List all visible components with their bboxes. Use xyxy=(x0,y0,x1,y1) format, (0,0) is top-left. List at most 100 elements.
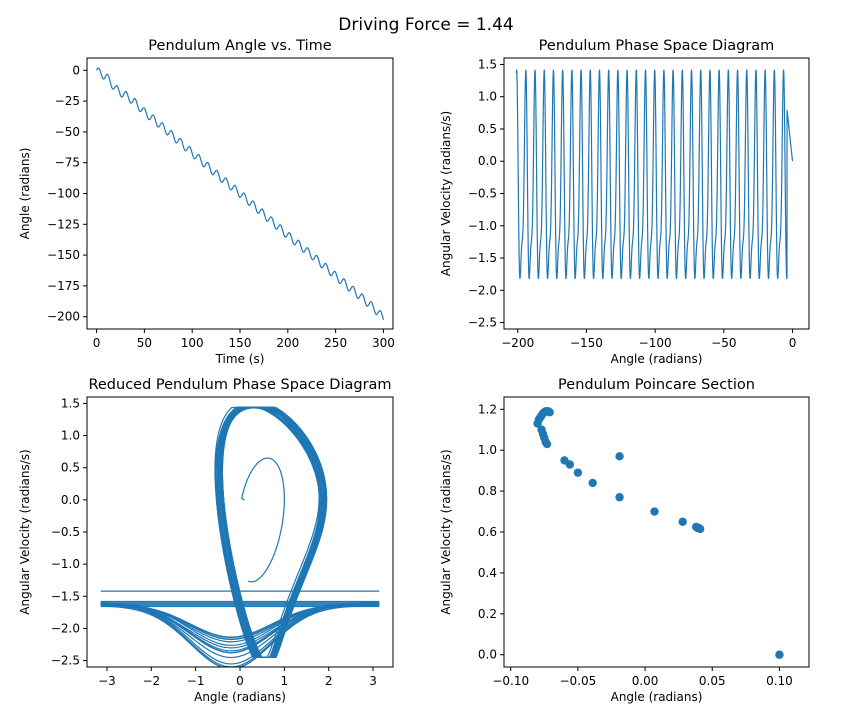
reduced-phase-ylabel: Angular Velocity (radians/s) xyxy=(18,449,32,614)
poincare-point xyxy=(588,478,597,488)
y-tick-label: 1.0 xyxy=(478,443,497,457)
y-tick-label: −100 xyxy=(47,187,80,201)
y-tick-label: −150 xyxy=(47,248,80,262)
y-tick-label: 0.8 xyxy=(478,484,497,498)
y-tick-label: −1.0 xyxy=(468,219,497,233)
y-tick-label: −75 xyxy=(55,156,80,170)
reduced-phase-space-panel: −3 −2 −1 0 1 2 3 1.5 1.0 0.5 0.0 −0.5 −1.0 −1.5 −2.0 −2… xyxy=(18,377,394,704)
reduced-phase-arc xyxy=(100,604,380,659)
angle-time-data-area xyxy=(96,67,385,320)
poincare-point xyxy=(615,493,624,502)
angle-time-ylabel: Angle (radians) xyxy=(18,148,32,240)
y-tick-label: −2.0 xyxy=(51,621,80,635)
reduced-phase-arc xyxy=(100,603,380,639)
x-tick-label: −200 xyxy=(501,336,534,350)
y-tick-label: −0.5 xyxy=(51,525,80,539)
poincare-point xyxy=(695,524,705,534)
x-tick-label: −1 xyxy=(187,674,205,688)
phase-xlabel: Angle (radians) xyxy=(611,352,703,366)
angle-time-xlabel: Time (s) xyxy=(215,352,265,366)
y-tick-label: 1.5 xyxy=(61,396,80,410)
x-tick-label: 200 xyxy=(276,336,299,350)
poincare-point xyxy=(650,507,659,516)
y-tick-label: 0.0 xyxy=(478,154,497,168)
y-tick-label: −1.0 xyxy=(51,557,80,571)
x-tick-label: 1 xyxy=(281,674,289,688)
reduced-phase-axes-frame xyxy=(86,396,394,668)
reduced-phase-xlabel: Angle (radians) xyxy=(194,690,286,704)
x-tick-label: −2 xyxy=(142,674,160,688)
y-tick-label: −2.5 xyxy=(51,654,80,668)
x-tick-label: −0.10 xyxy=(492,674,529,688)
reduced-phase-loop xyxy=(217,406,324,658)
y-tick-label: −200 xyxy=(47,310,80,324)
x-tick-label: 0 xyxy=(789,336,797,350)
reduced-phase-loop xyxy=(219,406,326,658)
y-tick-label: 1.5 xyxy=(478,57,497,71)
x-tick-label: 300 xyxy=(372,336,395,350)
y-tick-label: 1.0 xyxy=(478,90,497,104)
poincare-title: Pendulum Poincare Section xyxy=(558,377,755,393)
reduced-phase-transient-line xyxy=(241,457,285,583)
y-tick-label: −1.5 xyxy=(468,251,497,265)
y-tick-label: 0.0 xyxy=(61,493,80,507)
poincare-section-panel: −0.10 −0.05 0.00 0.05 0.10 0.0 0.2 0.4 0.6 0.8 1.0… xyxy=(439,377,810,704)
poincare-point xyxy=(565,460,575,469)
poincare-point xyxy=(678,517,687,526)
y-tick-label: −2.0 xyxy=(468,283,497,297)
x-tick-label: 50 xyxy=(137,336,152,350)
y-tick-label: −0.5 xyxy=(468,187,497,201)
y-tick-label: −25 xyxy=(55,94,80,108)
poincare-xlabel: Angle (radians) xyxy=(611,690,703,704)
y-tick-label: −125 xyxy=(47,217,80,231)
x-tick-label: 0.00 xyxy=(632,674,659,688)
y-tick-label: 0.0 xyxy=(478,648,497,662)
angle-time-title: Pendulum Angle vs. Time xyxy=(148,38,331,54)
x-tick-label: 100 xyxy=(181,336,204,350)
y-tick-label: 0.5 xyxy=(61,461,80,475)
poincare-point xyxy=(615,452,624,461)
y-tick-label: 0.4 xyxy=(478,566,497,580)
x-tick-label: 150 xyxy=(229,336,252,350)
phase-data-area xyxy=(515,69,794,280)
y-tick-label: 0.5 xyxy=(478,122,497,136)
x-tick-label: 0 xyxy=(93,336,101,350)
x-tick-label: 0 xyxy=(236,674,244,688)
poincare-point xyxy=(775,650,784,659)
poincare-axes-frame xyxy=(503,396,810,668)
x-tick-label: 250 xyxy=(324,336,347,350)
reduced-phase-title: Reduced Pendulum Phase Space Diagram xyxy=(88,377,391,393)
phase-ylabel: Angular Velocity (radians/s) xyxy=(439,111,453,276)
x-tick-label: −150 xyxy=(570,336,603,350)
x-tick-label: −3 xyxy=(98,674,116,688)
angle-vs-time-panel: 0 50 100 150 200 250 300 0 −25 −50 −75 −100 −125 −150… xyxy=(18,38,395,366)
poincare-point xyxy=(573,468,583,477)
poincare-data-area xyxy=(533,407,784,659)
phase-series-line xyxy=(515,69,794,280)
x-tick-label: −0.05 xyxy=(560,674,597,688)
y-tick-label: 0.6 xyxy=(478,525,497,539)
y-tick-label: 0 xyxy=(72,63,80,77)
figure-suptitle: Driving Force = 1.44 xyxy=(338,15,513,35)
poincare-point xyxy=(545,408,554,417)
y-tick-label: 0.2 xyxy=(478,607,497,621)
poincare-point xyxy=(542,439,552,449)
x-tick-label: 0.05 xyxy=(699,674,726,688)
y-tick-label: −175 xyxy=(47,279,80,293)
x-tick-label: 3 xyxy=(369,674,377,688)
x-tick-label: −100 xyxy=(639,336,672,350)
reduced-phase-loop xyxy=(220,406,326,658)
phase-space-panel: −200 −150 −100 −50 0 1.5 1.0 0.5 0.0 −0.5 −1.0 −1.5… xyxy=(439,38,810,366)
y-tick-label: 1.0 xyxy=(61,429,80,443)
reduced-phase-loop xyxy=(221,406,328,658)
phase-title: Pendulum Phase Space Diagram xyxy=(539,38,775,54)
y-tick-label: −50 xyxy=(55,125,80,139)
poincare-ylabel: Angular Velocity (radians/s) xyxy=(439,449,453,614)
y-tick-label: 1.2 xyxy=(478,402,497,416)
y-tick-label: −1.5 xyxy=(51,589,80,603)
x-tick-label: −50 xyxy=(711,336,736,350)
y-tick-label: −2.5 xyxy=(468,316,497,330)
reduced-phase-data-area xyxy=(100,406,380,667)
x-tick-label: 2 xyxy=(325,674,333,688)
